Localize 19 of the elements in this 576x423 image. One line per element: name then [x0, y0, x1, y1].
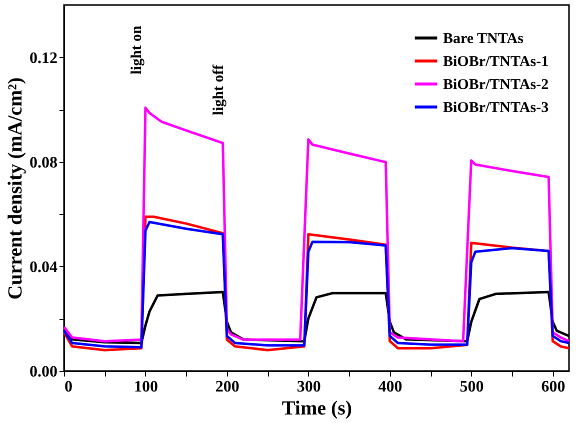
y-tick-label: 0.12	[30, 50, 58, 67]
annotation: light on	[129, 24, 145, 74]
x-tick-label: 100	[134, 378, 158, 396]
y-axis-title: Current density (mA/cm²)	[4, 77, 26, 300]
legend-label: BiOBr/TNTAs-2	[443, 77, 549, 93]
y-tick-label: 0.00	[30, 364, 58, 380]
x-tick-label: 0	[64, 378, 72, 396]
annotation: light off	[211, 64, 227, 116]
x-tick-label: 300	[296, 378, 321, 396]
x-tick-label: 400	[378, 378, 402, 396]
x-tick-label: 200	[215, 378, 240, 396]
x-tick-label: 600	[541, 378, 566, 396]
y-tick-label: 0.04	[30, 258, 58, 276]
legend-label: BiOBr/TNTAs-1	[443, 54, 549, 70]
y-tick-label: 0.08	[30, 154, 58, 172]
legend-label: BiOBr/TNTAs-3	[443, 100, 549, 116]
legend-label: Bare TNTAs	[443, 31, 524, 47]
x-tick-label: 500	[460, 378, 484, 396]
x-axis-title: Time (s)	[282, 398, 352, 420]
